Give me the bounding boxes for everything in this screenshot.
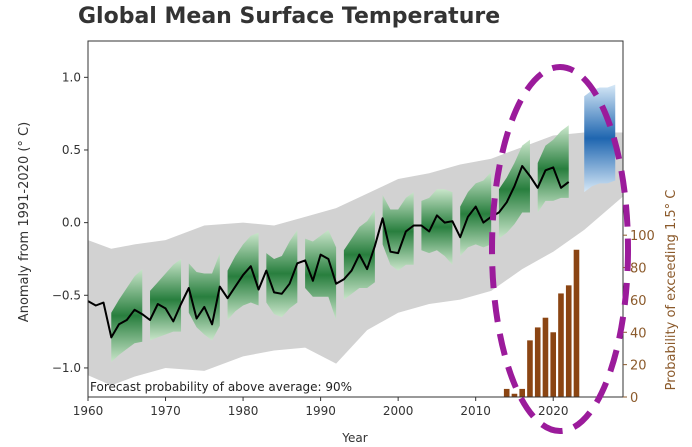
observed-line — [88, 165, 570, 339]
y-tick-label: 0.5 — [62, 143, 81, 157]
forecast-annotation: Forecast probability of above average: 9… — [90, 380, 352, 394]
y-tick-label: −1.0 — [52, 361, 81, 375]
plot-frame — [87, 40, 624, 398]
forecast-ribbon — [584, 84, 616, 193]
x-tick-label: 2000 — [383, 404, 414, 418]
y2-tick-label: 0 — [630, 391, 638, 406]
probability-bar — [503, 388, 510, 397]
hindcast-ribbon — [498, 139, 530, 239]
probability-bar — [565, 285, 572, 397]
x-tick-label: 2010 — [460, 404, 491, 418]
hindcast-ribbon — [305, 229, 337, 320]
y2-tick-label: 60 — [630, 294, 647, 309]
highlight-ellipse — [489, 64, 631, 434]
y2-tick-label: 40 — [630, 326, 647, 341]
chart-title: Global Mean Surface Temperature — [78, 4, 501, 29]
probability-bar — [542, 317, 549, 397]
probability-bar — [527, 340, 533, 397]
probability-bar — [519, 388, 526, 397]
y-axis-label: Anomaly from 1991-2020 (° C) — [17, 122, 32, 322]
hindcast-ribbon — [460, 171, 492, 257]
y2-tick-label: 80 — [630, 262, 647, 277]
y2-axis-label: Probability of exceeding 1.5° C — [664, 190, 679, 391]
probability-bar — [550, 332, 557, 397]
probability-bar — [511, 393, 518, 397]
probability-bar — [534, 327, 541, 397]
x-tick-label: 1960 — [73, 404, 104, 418]
y2-tick-label: 20 — [630, 359, 647, 374]
probability-bar — [558, 293, 564, 397]
y2-tick-label: 100 — [630, 229, 655, 244]
hindcast-ribbon — [111, 269, 143, 363]
hindcast-ribbon — [421, 189, 453, 265]
y-tick-label: −0.5 — [52, 288, 81, 302]
x-tick-label: 1970 — [150, 404, 181, 418]
x-tick-label: 2020 — [538, 404, 569, 418]
y-tick-label: 0.0 — [62, 216, 81, 230]
hindcast-ribbon — [266, 229, 298, 318]
x-tick-label: 1980 — [228, 404, 259, 418]
x-tick-label: 1990 — [305, 404, 336, 418]
probability-bar — [573, 249, 580, 397]
y-tick-label: 1.0 — [62, 70, 81, 84]
x-axis-label: Year — [341, 431, 367, 445]
